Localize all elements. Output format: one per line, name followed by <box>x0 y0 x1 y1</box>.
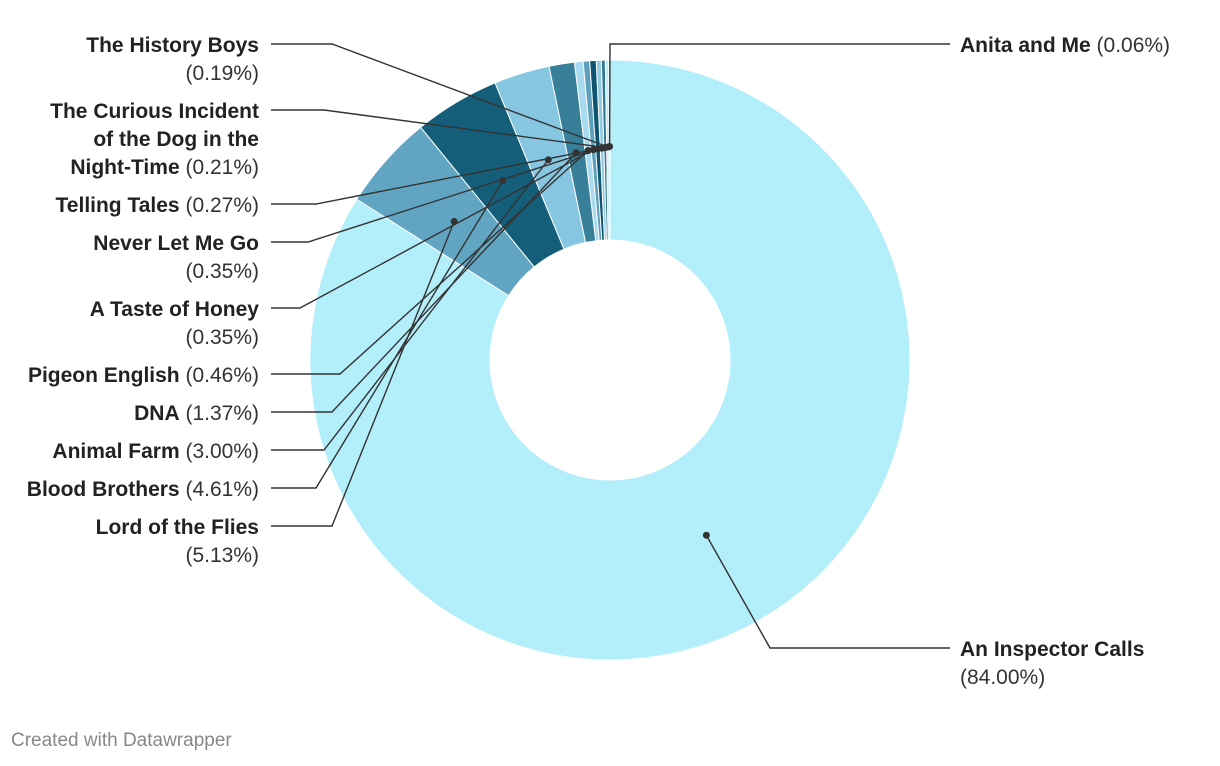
leader-line-never-let-me-go <box>271 148 599 243</box>
datawrapper-credit: Created with Datawrapper <box>11 730 232 751</box>
slice-label-value: (0.19%) <box>185 62 259 85</box>
leader-line-telling-tales <box>271 147 603 205</box>
slice-label-an-inspector-calls: An Inspector Calls (84.00%) <box>960 638 1144 689</box>
slice-label-name: A Taste of Honey <box>90 298 260 321</box>
leader-line-the-history-boys <box>271 43 609 148</box>
slice-label-value: (5.13%) <box>185 544 259 567</box>
leader-lines <box>271 43 950 649</box>
slice-label-animal-farm: Animal Farm (3.00%) <box>52 440 259 463</box>
slice-label-the-history-boys: The History Boys (0.19%) <box>86 34 259 85</box>
slice-label-name: Telling Tales <box>56 194 180 217</box>
donut-slices <box>309 59 911 661</box>
slice-label-telling-tales: Telling Tales (0.27%) <box>56 194 259 217</box>
slice-label-name: Blood Brothers <box>27 478 180 501</box>
slice-label-name: Anita and Me <box>960 34 1091 57</box>
slice-label-name: Night-Time <box>70 156 179 179</box>
slice-label-dna: DNA (1.37%) <box>134 402 259 425</box>
slice-label-name: Pigeon English <box>28 364 180 387</box>
slice-label-name: The Curious Incident <box>50 100 259 123</box>
slice-label-value: (0.21%) <box>180 156 259 179</box>
leader-line-an-inspector-calls <box>705 534 950 649</box>
slice-label-value: (0.35%) <box>185 260 259 283</box>
leader-line-the-curious-incident-of-the-dog-in-the-night-time <box>271 109 606 149</box>
slice-label-name: Animal Farm <box>52 440 179 463</box>
leader-dot-an-inspector-calls <box>702 531 710 539</box>
leader-dot-anita-and-me <box>606 143 614 150</box>
slice-label-anita-and-me: Anita and Me (0.06%) <box>960 34 1170 57</box>
slice-label-a-taste-of-honey: A Taste of Honey (0.35%) <box>90 298 260 349</box>
slice-label-value: (3.00%) <box>180 440 259 463</box>
leader-line-a-taste-of-honey <box>271 149 594 309</box>
slice-label-value: (0.27%) <box>180 194 259 217</box>
slice-label-value: (0.46%) <box>180 364 259 387</box>
slice-label-pigeon-english: Pigeon English (0.46%) <box>28 364 259 387</box>
slice-label-never-let-me-go: Never Let Me Go (0.35%) <box>93 232 259 283</box>
slice-label-name: Lord of the Flies <box>96 516 259 539</box>
leader-line-pigeon-english <box>271 150 589 375</box>
slice-label-value: (84.00%) <box>960 666 1045 689</box>
slice-label-lord-of-the-flies: Lord of the Flies (5.13%) <box>96 516 259 567</box>
leader-line-lord-of-the-flies <box>271 221 455 527</box>
slice-an-inspector-calls <box>309 59 911 661</box>
leader-line-animal-farm <box>271 159 549 451</box>
slice-label-name: The History Boys <box>86 34 259 57</box>
slice-label-blood-brothers: Blood Brothers (4.61%) <box>27 478 259 501</box>
slice-label-name: Never Let Me Go <box>93 232 259 255</box>
slice-labels: An Inspector Calls (84.00%) Lord of the Fl… <box>27 34 1170 689</box>
slice-label-value: (0.35%) <box>185 326 259 349</box>
slice-label-name: DNA <box>134 402 180 425</box>
slice-label-value: (0.06%) <box>1091 34 1170 57</box>
slice-label-value: (4.61%) <box>180 478 259 501</box>
slice-label-value: (1.37%) <box>180 402 259 425</box>
slice-label-the-curious-incident-of-the-dog-in-the-night-time: The Curious Incident of the Dog in the Nig… <box>50 100 259 179</box>
slice-label-name: of the Dog in the <box>93 128 259 151</box>
leader-line-dna <box>271 152 577 413</box>
slice-label-name: An Inspector Calls <box>960 638 1144 661</box>
leader-line-anita-and-me <box>608 43 950 147</box>
